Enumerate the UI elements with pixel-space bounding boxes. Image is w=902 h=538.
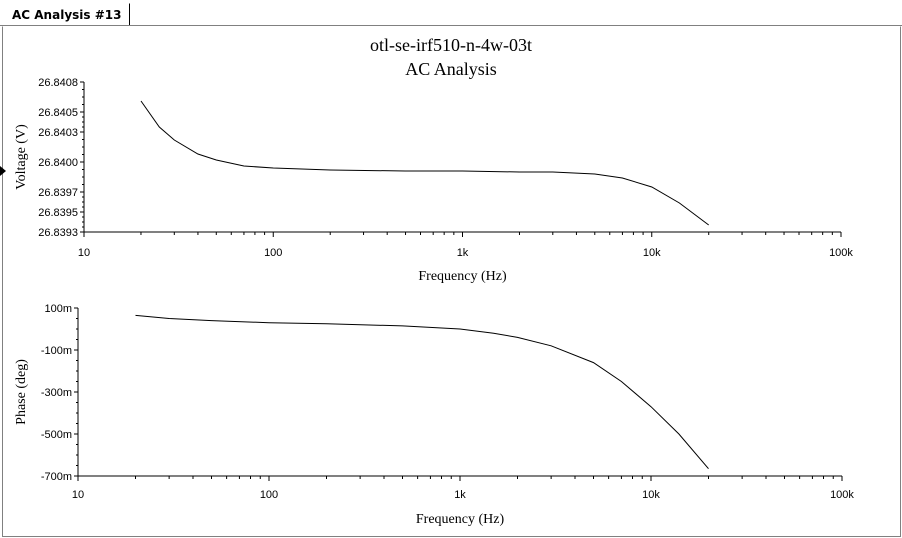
phase-y-tick-label: -500m — [41, 429, 72, 441]
tab-ac-analysis[interactable]: AC Analysis #13 — [4, 3, 131, 26]
phase-x-tick-label: 1k — [454, 489, 466, 501]
voltage-y-tick-label: 26.8405 — [38, 107, 78, 119]
phase-y-tick-label: -700m — [41, 471, 72, 483]
voltage-y-tick-label: 26.8397 — [38, 187, 78, 199]
chart-subtitle: AC Analysis — [405, 59, 497, 79]
voltage-y-tick-label: 26.8393 — [38, 227, 78, 239]
voltage-x-tick-label: 10k — [643, 247, 661, 259]
plot-panel — [2, 26, 901, 537]
voltage-y-tick-label: 26.8395 — [38, 207, 78, 219]
voltage-x-tick-label: 100k — [829, 247, 853, 259]
voltage-x-axis-label: Frequency (Hz) — [418, 269, 507, 284]
phase-y-tick-label: -300m — [41, 387, 72, 399]
phase-x-tick-label: 10 — [72, 489, 84, 501]
voltage-x-tick-label: 100 — [264, 247, 282, 259]
phase-x-tick-label: 100 — [260, 489, 278, 501]
phase-plot: 10 100 1k 10k 100k 100m -100m -300m -500m -700m Fr… — [14, 303, 854, 527]
voltage-plot: 10 100 1k 10k 100k 26.8393 26.8395 26.8397 26.84… — [14, 77, 853, 284]
tab-divider — [0, 25, 902, 26]
voltage-y-tick-label: 26.8400 — [38, 157, 78, 169]
voltage-y-tick-label: 26.8403 — [38, 127, 78, 139]
phase-x-axis-label: Frequency (Hz) — [416, 512, 505, 527]
phase-x-tick-label: 10k — [642, 489, 660, 501]
voltage-y-tick-label: 26.8408 — [38, 77, 78, 89]
phase-series-line — [135, 314, 709, 470]
voltage-y-axis-label: Voltage (V) — [14, 124, 29, 190]
phase-y-tick-label: 100m — [44, 303, 72, 315]
voltage-series-line — [140, 100, 710, 226]
phase-x-tick-label: 100k — [830, 489, 854, 501]
voltage-x-tick-label: 1k — [457, 247, 469, 259]
voltage-x-tick-label: 10 — [78, 247, 90, 259]
phase-y-tick-label: -100m — [41, 345, 72, 357]
chart-title: otl-se-irf510-n-4w-03t — [370, 35, 532, 55]
tab-bar: AC Analysis #13 — [0, 0, 902, 26]
cursor-marker-icon — [0, 166, 6, 176]
phase-y-axis-label: Phase (deg) — [14, 359, 29, 425]
